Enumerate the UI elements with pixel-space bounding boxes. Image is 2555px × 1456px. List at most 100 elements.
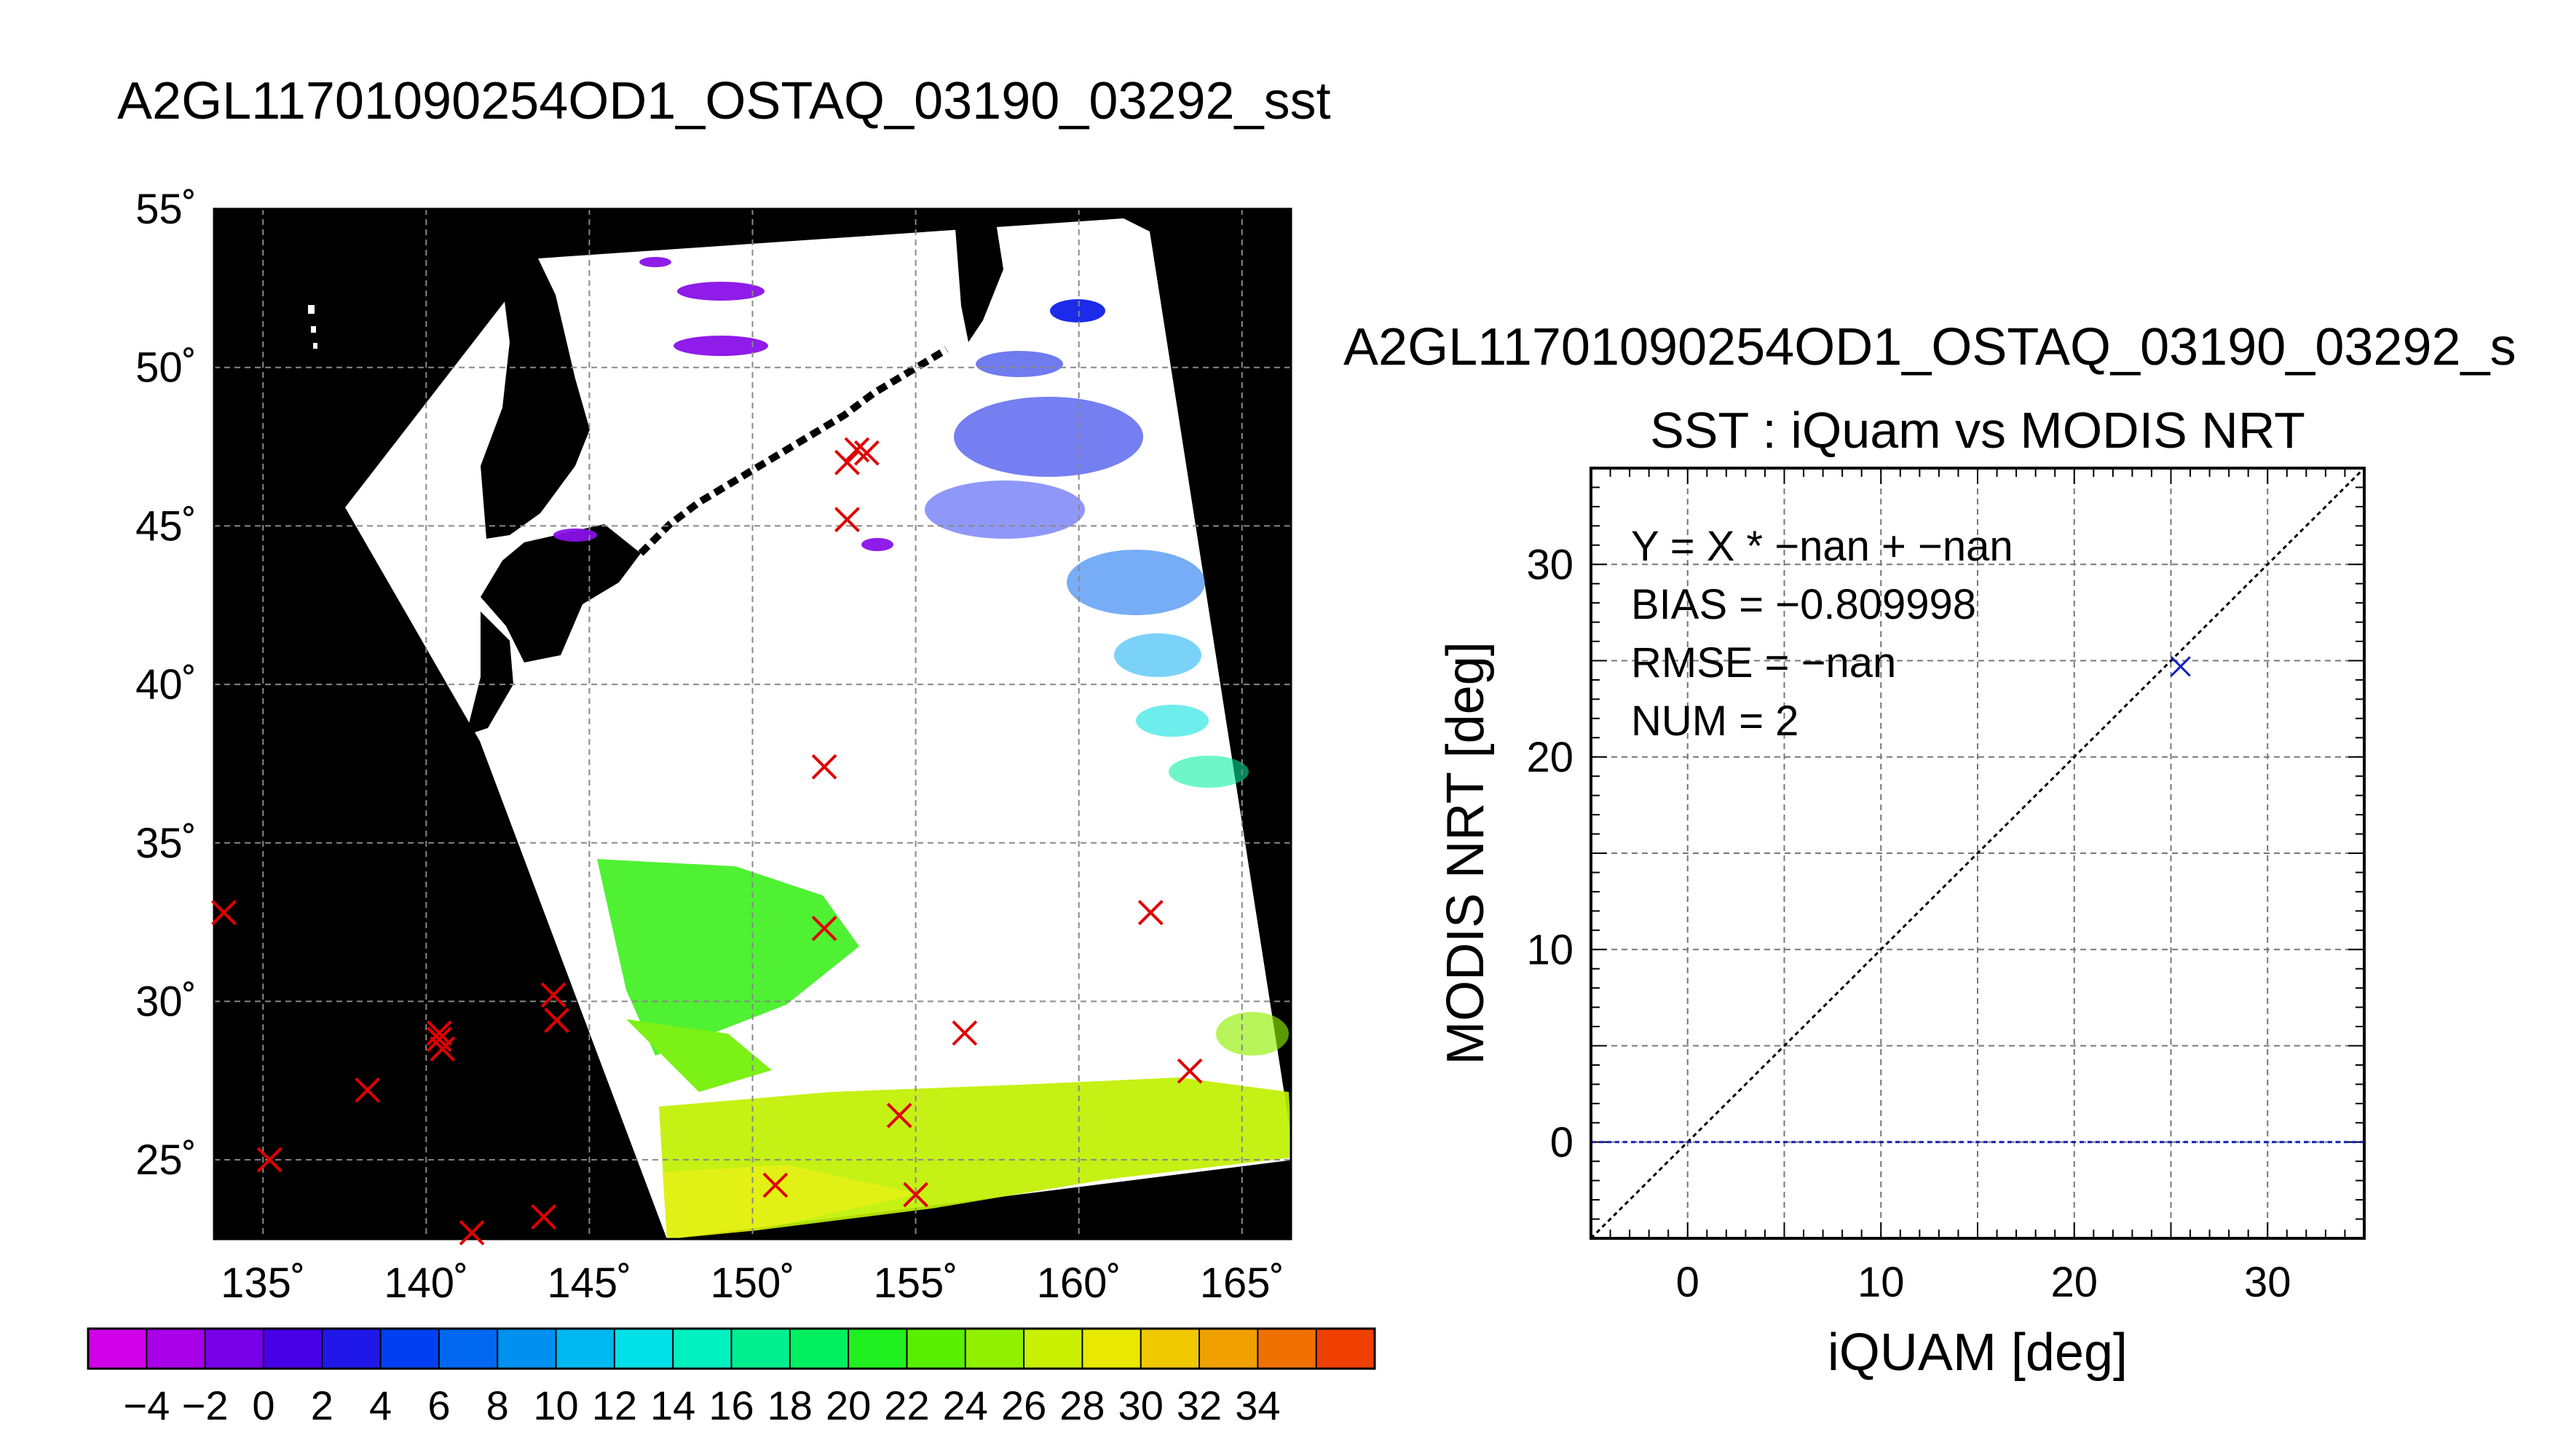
- map-match-marker: [1177, 1058, 1203, 1084]
- map-lon-tick-label: 150˚: [710, 1259, 794, 1307]
- map-match-marker: [256, 1147, 283, 1173]
- map-lat-tick-label: 40˚: [135, 661, 197, 708]
- colorbar-cell: [263, 1329, 323, 1369]
- colorbar-cell: [673, 1329, 732, 1369]
- colorbar-cell: [1257, 1329, 1317, 1369]
- map-match-markers: [211, 437, 1203, 1246]
- map-match-marker: [844, 437, 870, 463]
- scatter-stat-line: NUM = 2: [1631, 697, 1798, 745]
- scatter-x-tick-label: 20: [2050, 1259, 2098, 1306]
- map-match-marker: [355, 1077, 381, 1103]
- colorbar-frame: [87, 1327, 1376, 1370]
- scatter-y-tick-label: 0: [1550, 1119, 1573, 1166]
- map-match-marker: [544, 1008, 570, 1033]
- scatter-y-tick-label: 30: [1526, 541, 1573, 588]
- map-lat-tick-label: 50˚: [135, 344, 197, 392]
- map-lon-tick-label: 165˚: [1200, 1259, 1284, 1307]
- kamchatka-land: [954, 209, 1003, 342]
- map-match-marker: [834, 449, 860, 475]
- sst-scatter-plot: SST : iQuam vs MODIS NRT 0 10 20 30 0 10 20 30…: [1437, 402, 2366, 1382]
- colorbar-tick-label: 18: [767, 1382, 813, 1428]
- map-lon-tick-label: 160˚: [1037, 1259, 1121, 1307]
- colorbar-tick-labels: −4 −2 0 2 4 6 8 10 12 14 16 18 20 22 24 26 28 30 32 34: [123, 1382, 1280, 1428]
- scatter-x-axis-label: iQUAM [deg]: [1828, 1324, 2128, 1382]
- colorbar-cell: [1024, 1329, 1083, 1369]
- map-lat-tick-labels: 25˚ 30˚ 35˚ 40˚ 45˚ 50˚ 55˚: [135, 186, 197, 1184]
- map-match-marker: [762, 1172, 789, 1198]
- scatter-file-title: A2GL11701090254OD1_OSTAQ_03190_03292_s: [1343, 318, 2516, 376]
- scatter-frame: [1590, 467, 2366, 1240]
- scatter-y-axis-label: MODIS NRT [deg]: [1437, 641, 1495, 1065]
- colorbar-cell: [907, 1329, 966, 1369]
- colorbar-tick-label: 6: [427, 1382, 450, 1428]
- colorbar-tick-label: 24: [943, 1382, 988, 1428]
- map-match-marker: [426, 1026, 452, 1053]
- map-match-marker: [531, 1204, 557, 1230]
- map-lon-tick-label: 145˚: [547, 1259, 631, 1307]
- map-match-marker: [430, 1036, 456, 1062]
- scatter-point: [2170, 656, 2191, 677]
- map-lat-tick-label: 30˚: [135, 978, 197, 1025]
- colorbar-cell: [556, 1329, 615, 1369]
- scatter-stats-block: Y = X * −nan + −nan BIAS = −0.809998 RMSE …: [1631, 523, 2013, 745]
- colorbar-tick-label: 16: [708, 1382, 754, 1428]
- colorbar-cell: [88, 1329, 147, 1369]
- map-title: A2GL11701090254OD1_OSTAQ_03190_03292_sst: [117, 72, 1331, 130]
- scatter-x-tick-label: 30: [2244, 1259, 2291, 1306]
- map-lat-tick-label: 35˚: [135, 820, 197, 867]
- colorbar-cell: [380, 1329, 440, 1369]
- honshu-land: [466, 612, 513, 735]
- map-match-marker: [1137, 900, 1164, 925]
- map-match-marker: [952, 1020, 978, 1046]
- colorbar-tick-label: 22: [884, 1382, 929, 1428]
- colorbar-tick-label: 0: [252, 1382, 275, 1428]
- sakhalin-land: [478, 247, 590, 539]
- colorbar-cell: [1140, 1329, 1200, 1369]
- colorbar-cell: [848, 1329, 907, 1369]
- map-match-marker: [459, 1219, 485, 1246]
- map-frame: [213, 207, 1292, 1241]
- scatter-stat-line: RMSE = −nan: [1631, 639, 1896, 687]
- map-match-marker: [811, 753, 837, 780]
- map-match-marker: [853, 440, 880, 466]
- map-match-marker: [540, 982, 566, 1008]
- colorbar-tick-label: 2: [311, 1382, 333, 1428]
- scatter-stat-line: BIAS = −0.809998: [1631, 581, 1976, 628]
- map-match-marker: [834, 507, 860, 533]
- scatter-title: SST : iQuam vs MODIS NRT: [1650, 402, 2305, 459]
- map-lon-tick-label: 155˚: [874, 1259, 958, 1307]
- colorbar-cell: [731, 1329, 791, 1369]
- colorbar-cell: [1199, 1329, 1258, 1369]
- sst-map: 135˚ 140˚ 145˚ 150˚ 155˚ 160˚ 165˚ 25˚ 30˚ 35˚ 40…: [135, 186, 1292, 1307]
- scatter-x-tick-labels: 0 10 20 30: [1676, 1259, 2291, 1306]
- scatter-y-tick-labels: 0 10 20 30: [1526, 541, 1573, 1166]
- sst-swath: [345, 209, 1291, 1239]
- kuril-islands: [638, 346, 949, 556]
- colorbar-cell: [146, 1329, 206, 1369]
- colorbar-cell: [1082, 1329, 1142, 1369]
- colorbar-tick-label: 32: [1177, 1382, 1222, 1428]
- map-land-specks: [308, 305, 317, 349]
- colorbar-tick-label: 8: [486, 1382, 509, 1428]
- map-lat-tick-label: 55˚: [135, 186, 197, 233]
- one-to-one-line: [1591, 468, 2364, 1238]
- map-lon-tick-label: 135˚: [221, 1259, 305, 1307]
- map-lat-tick-label: 45˚: [135, 502, 197, 550]
- map-lon-tick-label: 140˚: [384, 1259, 468, 1307]
- map-match-marker: [886, 1102, 912, 1128]
- map-gridlines: [214, 209, 1291, 1239]
- colorbar-tick-label: 26: [1001, 1382, 1046, 1428]
- map-match-marker: [903, 1182, 929, 1208]
- scatter-x-tick-label: 10: [1857, 1259, 1905, 1306]
- colorbar-cell: [614, 1329, 674, 1369]
- sst-cold-patches: [553, 257, 1249, 788]
- sst-warm-patches: [597, 859, 1291, 1239]
- colorbar-cell: [322, 1329, 382, 1369]
- scatter-x-tick-label: 0: [1676, 1259, 1699, 1306]
- colorbar-tick-label: −4: [123, 1382, 170, 1428]
- colorbar-tick-label: 34: [1235, 1382, 1280, 1428]
- colorbar-cell: [438, 1329, 498, 1369]
- sst-colorbar: −4 −2 0 2 4 6 8 10 12 14 16 18 20 22 24 26 28 30 32 34: [87, 1327, 1376, 1428]
- scatter-y-tick-label: 10: [1526, 926, 1573, 973]
